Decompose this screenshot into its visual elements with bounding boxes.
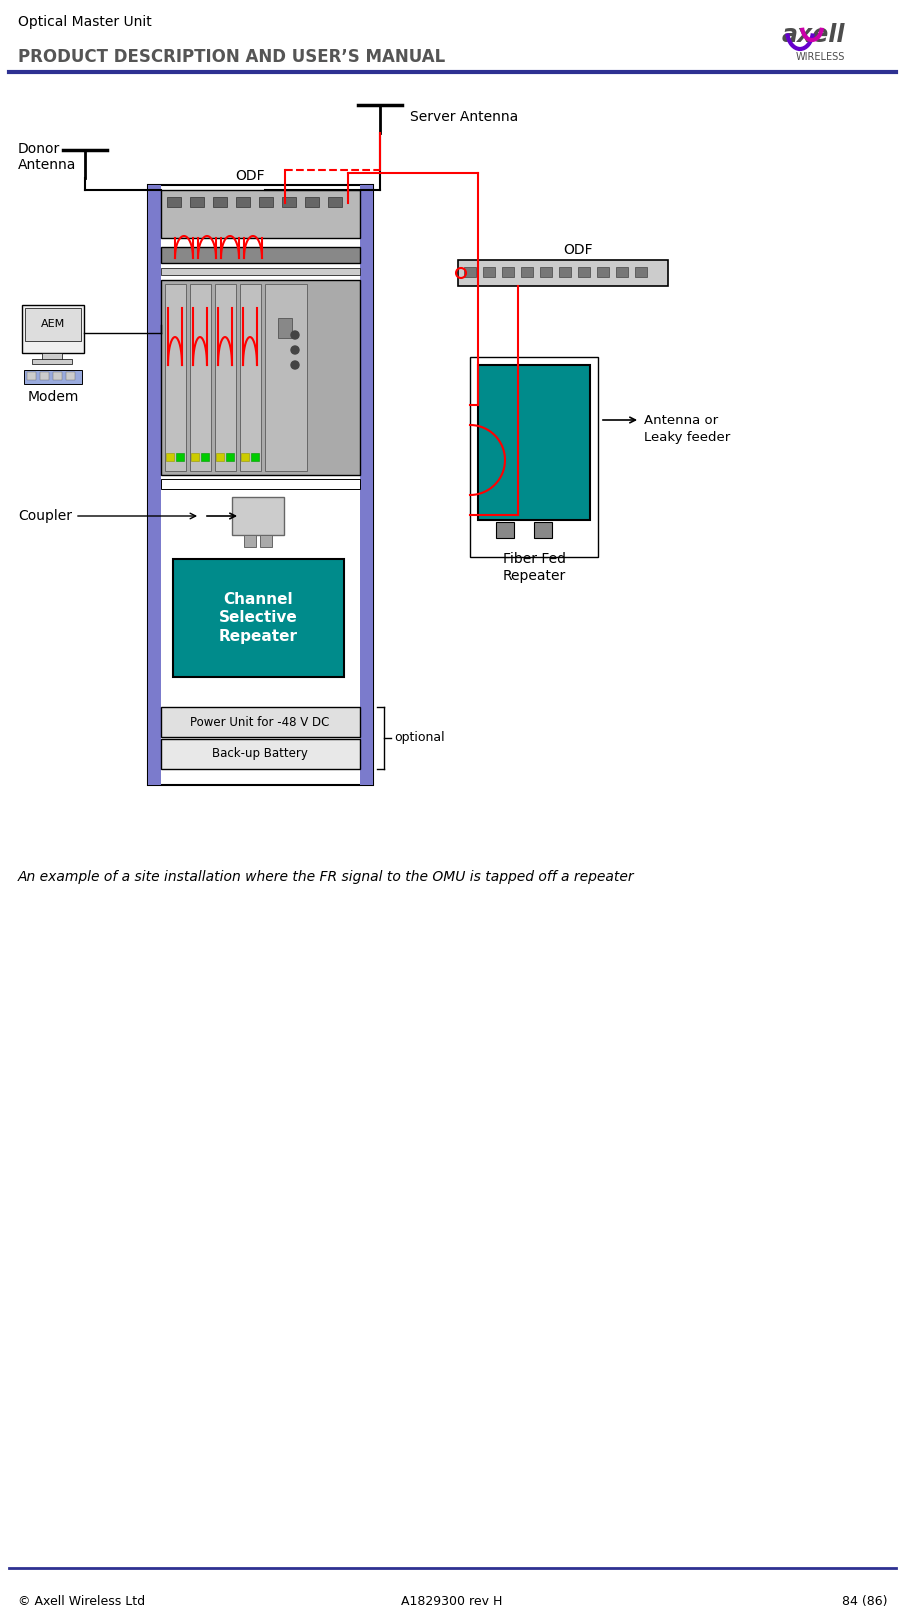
Bar	[282, 197, 296, 207]
Text: WIRELESS: WIRELESS	[795, 52, 845, 61]
Circle shape	[291, 331, 299, 339]
Text: A1829300 rev H: A1829300 rev H	[401, 1595, 502, 1608]
Bar	[66, 371, 75, 379]
Bar	[201, 454, 209, 462]
Text: Fiber Fed: Fiber Fed	[502, 552, 566, 567]
Bar	[25, 308, 81, 341]
Bar	[265, 284, 307, 471]
Bar	[226, 454, 234, 462]
Text: Repeater: Repeater	[218, 628, 298, 644]
Bar	[176, 454, 184, 462]
Bar	[616, 266, 628, 278]
Circle shape	[291, 362, 299, 370]
Text: ODF: ODF	[563, 244, 593, 257]
Text: AEM: AEM	[41, 320, 65, 329]
Circle shape	[291, 345, 299, 353]
Bar	[161, 739, 360, 768]
Text: Donor
Antenna: Donor Antenna	[18, 142, 76, 173]
Bar	[191, 454, 199, 462]
Text: © Axell Wireless Ltd: © Axell Wireless Ltd	[18, 1595, 145, 1608]
Bar	[165, 284, 186, 471]
Bar	[161, 247, 360, 263]
Bar	[360, 186, 373, 784]
Bar	[173, 558, 344, 676]
Bar	[42, 353, 62, 360]
Bar	[635, 266, 647, 278]
Bar	[167, 197, 181, 207]
Bar	[464, 266, 476, 278]
Bar	[161, 268, 360, 274]
Bar	[27, 371, 36, 379]
Bar	[166, 454, 174, 462]
Bar	[215, 284, 236, 471]
Text: Server Antenna: Server Antenna	[410, 110, 519, 124]
Bar	[244, 534, 256, 547]
Bar	[278, 318, 292, 337]
Bar	[597, 266, 609, 278]
Bar	[161, 190, 360, 237]
Bar	[190, 197, 204, 207]
Bar	[148, 186, 161, 784]
Text: Modem: Modem	[27, 391, 79, 404]
Bar	[32, 358, 72, 365]
Bar	[478, 365, 590, 520]
Text: Leaky feeder: Leaky feeder	[644, 431, 730, 444]
Text: 84 (86): 84 (86)	[842, 1595, 887, 1608]
Bar	[470, 357, 598, 557]
Text: Channel: Channel	[224, 592, 293, 607]
Bar	[24, 370, 82, 384]
Bar	[240, 284, 261, 471]
Bar	[236, 197, 250, 207]
Text: PRODUCT DESCRIPTION AND USER’S MANUAL: PRODUCT DESCRIPTION AND USER’S MANUAL	[18, 48, 445, 66]
Bar	[190, 284, 211, 471]
Bar	[578, 266, 590, 278]
Bar	[260, 534, 272, 547]
Bar	[540, 266, 552, 278]
Bar	[161, 279, 360, 475]
Text: Coupler: Coupler	[18, 508, 72, 523]
Bar	[22, 305, 84, 353]
Bar	[216, 454, 224, 462]
Bar	[232, 497, 284, 534]
Bar	[53, 371, 62, 379]
Bar	[483, 266, 495, 278]
Bar	[305, 197, 319, 207]
Bar	[251, 454, 259, 462]
Text: optional: optional	[394, 731, 444, 744]
Bar	[259, 197, 273, 207]
Bar	[521, 266, 533, 278]
Bar	[534, 521, 552, 537]
Bar	[458, 260, 668, 286]
Bar	[213, 197, 227, 207]
Text: Power Unit for -48 V DC: Power Unit for -48 V DC	[190, 715, 329, 728]
Text: An example of a site installation where the FR signal to the OMU is tapped off a: An example of a site installation where …	[18, 870, 634, 884]
Bar	[148, 186, 373, 784]
Bar	[502, 266, 514, 278]
Text: Optical Master Unit: Optical Master Unit	[18, 15, 152, 29]
Bar	[496, 521, 514, 537]
Text: Selective: Selective	[219, 610, 298, 626]
Bar	[161, 479, 360, 489]
Text: Back-up Battery: Back-up Battery	[212, 747, 308, 760]
Bar	[161, 707, 360, 738]
Text: axell: axell	[782, 23, 845, 47]
Bar	[40, 371, 49, 379]
Text: ODF: ODF	[235, 169, 265, 182]
Bar	[559, 266, 571, 278]
Bar	[328, 197, 342, 207]
Text: Repeater: Repeater	[502, 570, 566, 583]
Bar	[241, 454, 249, 462]
Text: Antenna or: Antenna or	[644, 415, 719, 428]
